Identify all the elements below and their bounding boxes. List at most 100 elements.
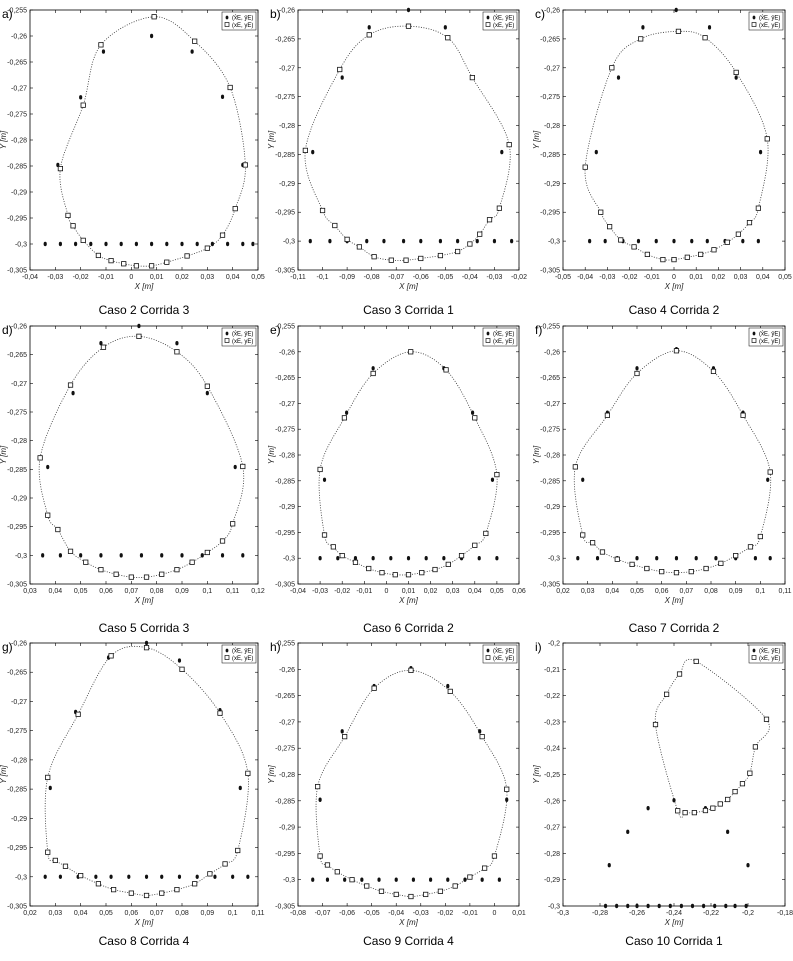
y-tick-label: -0,22 [544, 693, 560, 700]
panel-caption: Caso 3 Corrida 1 [363, 303, 454, 317]
estimated-point [325, 877, 330, 882]
estimated-point [238, 785, 242, 791]
y-tick-label: -0,275 [7, 410, 27, 417]
legend-box [748, 644, 784, 664]
measured-point [192, 881, 198, 887]
estimated-point [594, 149, 598, 155]
estimated-point [654, 238, 658, 244]
x-tick-label: 0,08 [704, 588, 718, 595]
estimated-point [99, 553, 103, 558]
panel-6: 0,02 0,03 0,04 0,05 0,06 0,07 0,08 0,09 0,1 0,11 -… [0, 640, 265, 948]
measured-point [582, 164, 588, 170]
y-tick-label: -0,275 [7, 728, 27, 735]
y-tick-label: -0,24 [544, 746, 560, 753]
y-tick-label: -0,265 [540, 36, 560, 43]
measured-point [164, 259, 170, 265]
panel-letter: b) [270, 7, 281, 21]
y-tick-label: -0,29 [11, 190, 27, 197]
legend-box [748, 327, 784, 347]
measured-point [133, 263, 139, 269]
measured-point [702, 35, 708, 41]
measured-point [136, 333, 142, 339]
y-tick-label: -0,29 [279, 181, 295, 188]
measured-point [108, 653, 114, 659]
y-tick-label: -0,3 [548, 239, 560, 246]
measured-point [443, 367, 449, 373]
estimated-point [668, 903, 672, 909]
measured-point [204, 245, 210, 251]
y-tick-label: -0,255 [540, 324, 560, 331]
x-tick-label: -0,04 [577, 274, 593, 281]
y-tick-label: -0,275 [275, 746, 295, 753]
measured-point [675, 808, 681, 814]
measured-point [634, 370, 640, 377]
legend-square-marker [224, 338, 230, 343]
x-tick-label: 0,04 [226, 274, 240, 281]
measured-point [151, 14, 157, 20]
measured-point [341, 415, 348, 421]
legend-box [482, 327, 518, 347]
y-tick-label: -0,285 [540, 478, 560, 485]
measured-point [332, 222, 338, 229]
measured-point [580, 532, 586, 538]
measured-point [740, 412, 746, 418]
measured-point [572, 464, 578, 470]
estimated-point [741, 238, 745, 244]
x-tick-label: 0 [384, 588, 388, 595]
y-tick-label: -0,265 [275, 375, 295, 382]
measured-point [235, 847, 241, 854]
fitted-trajectory-curve [38, 335, 245, 578]
legend-entry-measured: (xE, yE) [493, 656, 514, 662]
estimated-point [626, 829, 630, 835]
estimated-point [497, 877, 501, 882]
measured-point [78, 873, 84, 879]
measured-point [378, 888, 385, 894]
x-tick-label: -0,06 [339, 910, 355, 917]
estimated-point [99, 341, 103, 346]
x-tick-label: 0,06 [99, 588, 113, 595]
panel-3: 0,03 0,04 0,05 0,06 0,07 0,08 0,09 0,1 0,11 0,12 -… [0, 323, 265, 635]
measured-point [607, 224, 613, 230]
estimated-point [733, 903, 737, 909]
estimated-point [226, 241, 230, 247]
x-axis-label: X [m] [398, 282, 418, 291]
measured-point [403, 257, 409, 263]
measured-point [671, 256, 677, 263]
y-axis-label: Y [m] [0, 764, 8, 783]
estimated-point [177, 658, 182, 663]
x-tick-label: -0,06 [413, 274, 429, 281]
x-tick-label: 0,1 [755, 588, 765, 595]
measured-point [315, 783, 321, 790]
y-tick-label: -0,28 [544, 453, 560, 460]
measured-point [717, 801, 723, 807]
y-tick-label: -0,295 [7, 845, 27, 852]
legend-entry-measured: (xE, yE) [493, 339, 514, 345]
panel-letter: h) [270, 640, 281, 654]
legend-entry-estimated: (x̂E, ŷE) [232, 332, 253, 338]
estimated-point [588, 238, 592, 244]
fitted-trajectory-curve [304, 25, 511, 261]
y-tick-label: -0,26 [279, 667, 295, 674]
y-tick-label: -0,275 [7, 112, 27, 119]
estimated-point [311, 877, 315, 882]
measured-point [98, 567, 104, 573]
y-tick-label: -0,305 [7, 904, 27, 911]
estimated-point [500, 149, 504, 155]
y-tick-label: -0,295 [540, 210, 560, 217]
legend-dot-marker [752, 648, 756, 653]
legend-square-marker [485, 338, 491, 343]
estimated-point [724, 903, 728, 909]
measured-point [752, 744, 759, 750]
x-tick-label: 0,02 [23, 910, 37, 917]
panel-4: -0,04 -0,03 -0,02 -0,01 0 0,01 0,02 0,03 0,04 0,0… [267, 323, 526, 635]
measured-point [370, 370, 376, 377]
y-tick-label: -0,27 [11, 699, 27, 706]
estimated-point [463, 877, 467, 882]
measured-point [302, 147, 308, 153]
estimated-point [446, 683, 450, 689]
measured-point [472, 542, 478, 548]
estimated-point [646, 903, 650, 909]
measured-point [660, 256, 666, 263]
y-tick-label: -0,265 [7, 60, 27, 67]
estimated-point [213, 874, 217, 879]
